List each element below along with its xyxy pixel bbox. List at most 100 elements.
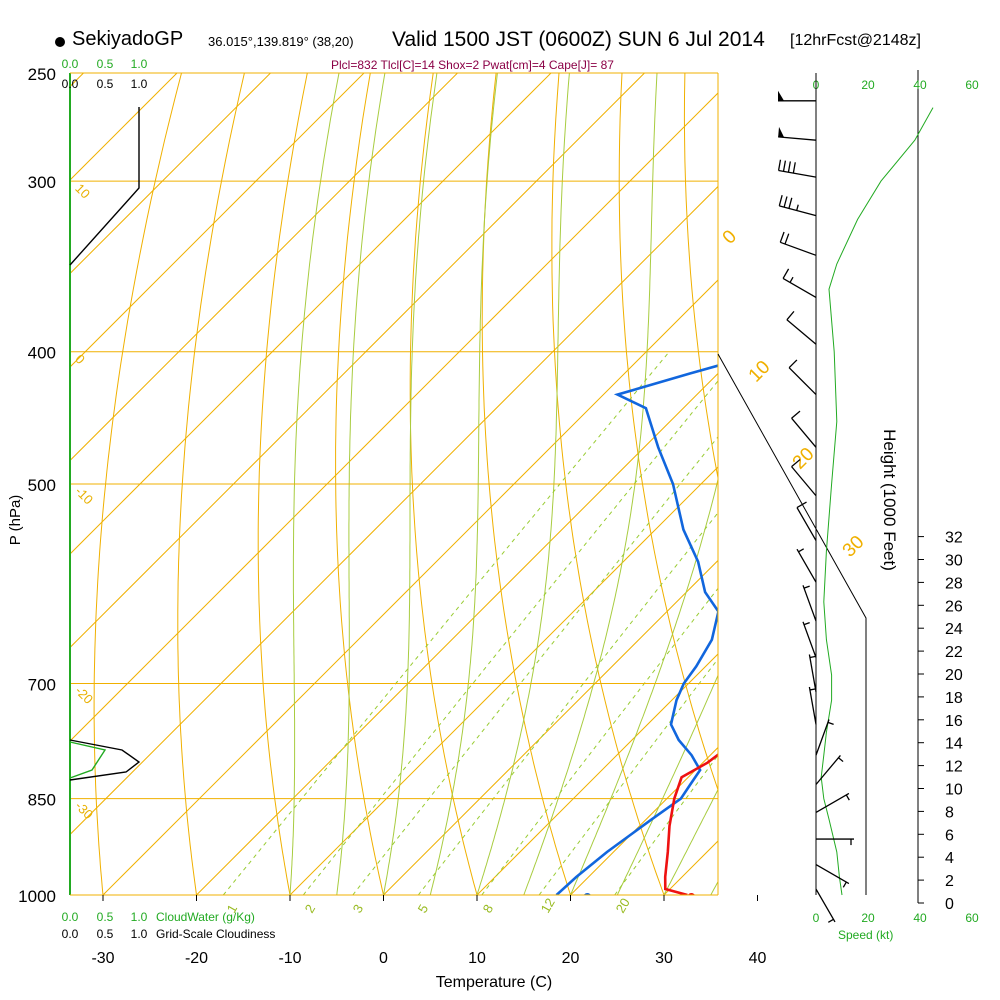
wind-barb-staff bbox=[791, 466, 817, 497]
moist-adiabat-line bbox=[523, 73, 658, 895]
x-axis-label: Temperature (C) bbox=[436, 974, 552, 991]
cloud-scale-label: 0.0 bbox=[62, 57, 79, 71]
height-tick-label: 26 bbox=[945, 598, 963, 615]
station-name: SekiyadoGP bbox=[72, 28, 184, 50]
stability-indices: Plcl=832 Tlcl[C]=14 Shox=2 Pwat[cm]=4 Ca… bbox=[331, 58, 614, 72]
wind-barb-staff bbox=[786, 319, 817, 345]
pressure-tick-label: 500 bbox=[28, 476, 56, 495]
wind-barb-feather bbox=[783, 196, 788, 208]
surface-temperature-point bbox=[687, 893, 695, 895]
forecast-label: [12hrFcst@2148z] bbox=[790, 32, 921, 49]
wind-speed-tick-label: 60 bbox=[965, 78, 979, 92]
wind-barb-feather bbox=[786, 310, 795, 321]
wind-barb bbox=[815, 719, 834, 756]
dry-adiabat-line bbox=[618, 73, 718, 792]
height-axis-label: Height (1000 Feet) bbox=[880, 429, 899, 571]
wind-barb bbox=[796, 501, 817, 541]
wind-barb-half-feather bbox=[827, 918, 834, 923]
wind-barb bbox=[777, 159, 817, 178]
wind-barb bbox=[815, 754, 844, 785]
mixing-ratio-label: 12 bbox=[538, 895, 558, 915]
wind-barb-feather bbox=[796, 501, 807, 509]
dewpoint-profile-line bbox=[555, 364, 718, 895]
height-tick-label: 14 bbox=[945, 736, 963, 753]
wind-barb bbox=[802, 585, 817, 622]
cloud-water-label: CloudWater (g/Kg) bbox=[156, 910, 255, 924]
temperature-tick-label: -10 bbox=[278, 950, 301, 967]
wind-barb bbox=[779, 231, 817, 256]
wind-barb-staff bbox=[791, 417, 817, 448]
wind-barb-half-feather bbox=[842, 881, 847, 888]
mixing-ratio-label: 20 bbox=[613, 895, 633, 915]
moist-adiabat-line bbox=[663, 788, 718, 895]
y-axis-label: P (hPa) bbox=[7, 495, 24, 546]
wind-barb-feather bbox=[788, 359, 798, 369]
wind-barb-half-feather bbox=[827, 721, 834, 726]
valid-time-title: Valid 1500 JST (0600Z) SUN 6 Jul 2014 bbox=[392, 28, 765, 51]
cloud-scale-label: 1.0 bbox=[131, 77, 148, 91]
wind-barb bbox=[815, 864, 850, 888]
wind-barb-half-feather bbox=[796, 204, 799, 211]
pressure-tick-label: 700 bbox=[28, 676, 56, 695]
dry-adiabat-line bbox=[551, 73, 665, 895]
isotherm-line bbox=[70, 73, 365, 368]
surface-dewpoint-point bbox=[583, 893, 591, 895]
mixing-ratio-label: 3 bbox=[350, 902, 367, 916]
wind-barb-staff bbox=[815, 864, 850, 885]
height-tick-label: 30 bbox=[945, 553, 963, 570]
dry-adiabat-line bbox=[409, 73, 478, 895]
cloud-water-trace bbox=[69, 741, 107, 779]
wind-speed-tick-label: 0 bbox=[813, 911, 820, 925]
cloudiness-trace-upper bbox=[69, 107, 140, 266]
wind-barb bbox=[802, 621, 817, 658]
dry-adiabat-line bbox=[683, 73, 718, 481]
isotherm-line bbox=[758, 73, 1000, 895]
isotherm-line bbox=[476, 653, 718, 895]
wind-barb-staff bbox=[796, 548, 817, 583]
temperature-profile-line bbox=[663, 753, 718, 895]
cloud-scale-label: 0.5 bbox=[97, 910, 114, 924]
height-tick-label: 6 bbox=[945, 827, 954, 844]
wind-barb-staff bbox=[780, 241, 817, 256]
cloud-scale-label: 0.0 bbox=[62, 927, 79, 941]
wind-speed-tick-label: 40 bbox=[913, 78, 927, 92]
temperature-tick-label: 10 bbox=[468, 950, 486, 967]
wind-barb bbox=[808, 686, 817, 725]
wind-barb-staff bbox=[802, 621, 817, 658]
wind-barb-half-feather bbox=[809, 688, 816, 691]
cloud-scale-label: 0.0 bbox=[62, 77, 79, 91]
isotherm-line bbox=[70, 73, 271, 275]
height-tick-label: 12 bbox=[945, 759, 963, 776]
wind-barb-feather bbox=[788, 197, 793, 209]
height-tick-label: 24 bbox=[945, 621, 963, 638]
wind-barb bbox=[796, 548, 817, 583]
height-tick-label: 10 bbox=[945, 782, 963, 799]
cloud-scale-label: 1.0 bbox=[131, 57, 148, 71]
wind-barb-staff bbox=[815, 754, 841, 785]
height-tick-label: 32 bbox=[945, 530, 963, 547]
wind-barb-staff bbox=[782, 277, 817, 298]
mixing-ratio-label: 2 bbox=[302, 902, 319, 916]
dry-adiabat-line bbox=[811, 73, 1000, 895]
wind-barb bbox=[816, 838, 854, 846]
height-tick-label: 18 bbox=[945, 690, 963, 707]
mixing-ratio-label: 5 bbox=[415, 902, 432, 916]
pressure-tick-label: 1000 bbox=[18, 887, 56, 906]
moist-adiabat-line bbox=[383, 73, 438, 895]
pressure-tick-label: 300 bbox=[28, 173, 56, 192]
isotherm-label: 10 bbox=[745, 357, 775, 387]
wind-barb-staff bbox=[802, 585, 817, 622]
wind-barb-half-feather bbox=[798, 548, 805, 553]
wind-barb-staff bbox=[815, 719, 830, 756]
wind-speed-tick-label: 20 bbox=[861, 911, 875, 925]
wind-barb-feather bbox=[791, 410, 801, 419]
wind-barb-half-feather bbox=[789, 276, 794, 283]
wind-barb-flag bbox=[778, 126, 785, 138]
wind-barb-feather bbox=[782, 268, 790, 279]
wind-barb-staff bbox=[778, 136, 817, 141]
station-coords: 36.015°,139.819° (38,20) bbox=[208, 34, 354, 49]
temperature-tick-label: 40 bbox=[749, 950, 767, 967]
cloudiness-trace-lower bbox=[69, 739, 141, 781]
dry-adiabat-line bbox=[93, 73, 182, 895]
wind-barb-feather bbox=[782, 160, 787, 172]
